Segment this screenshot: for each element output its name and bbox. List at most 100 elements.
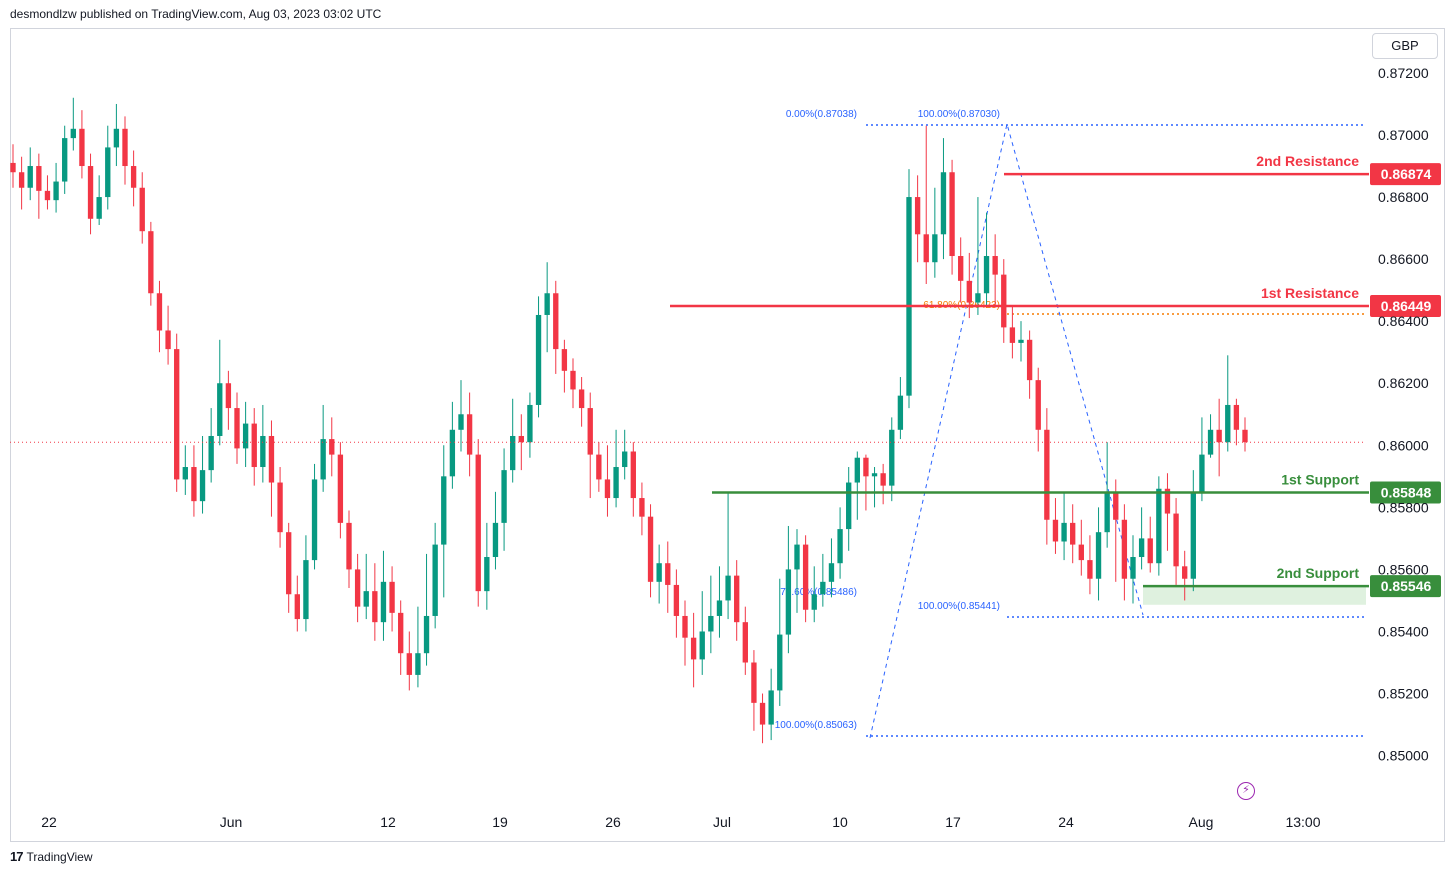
candle — [36, 153, 42, 219]
candle — [208, 408, 214, 483]
support-zone — [1143, 586, 1366, 605]
candle — [113, 103, 120, 167]
candle — [837, 507, 843, 579]
candle-body — [337, 454, 344, 523]
candle — [1113, 479, 1119, 582]
candle-body — [277, 482, 283, 533]
candle-body — [1070, 522, 1076, 545]
candle — [622, 429, 628, 480]
candle — [346, 510, 352, 589]
candle-body — [587, 408, 593, 455]
level-support: 2nd Support 0.85546 — [1143, 565, 1441, 598]
candle — [79, 110, 85, 179]
level-name: 2nd Resistance — [1256, 153, 1359, 169]
candle — [527, 392, 533, 458]
candle — [398, 600, 404, 675]
candle-body — [1164, 488, 1171, 514]
candle-body — [932, 234, 938, 263]
candle-body — [1061, 522, 1067, 542]
candle — [1001, 259, 1007, 343]
price-tick-label: 0.85600 — [1378, 561, 1429, 577]
support-resistance-levels: 2nd Resistance 0.86874 1st Resistance 0.864… — [670, 153, 1441, 598]
time-tick-label: Jul — [713, 814, 731, 830]
lightning-icon[interactable]: ⚡ — [1237, 782, 1255, 800]
candle-body — [759, 702, 766, 725]
fib-trend-line — [869, 123, 1144, 739]
candle-body — [10, 162, 16, 173]
candle — [1061, 491, 1067, 561]
support-zone-fill — [1143, 586, 1366, 605]
candle-body — [217, 383, 223, 436]
candle-body — [191, 467, 197, 502]
candle-body — [62, 138, 68, 182]
candle — [596, 442, 602, 492]
candle — [1164, 473, 1171, 551]
candle — [518, 414, 524, 471]
candle-body — [966, 280, 972, 303]
candle — [1130, 535, 1136, 604]
candle-body — [1216, 429, 1222, 443]
candle — [1147, 516, 1153, 573]
candle-body — [501, 470, 507, 523]
candle — [647, 504, 654, 598]
candle — [53, 162, 59, 213]
candle — [639, 482, 645, 536]
candle — [983, 212, 990, 306]
chart-frame — [10, 28, 1445, 842]
level-name: 1st Support — [1281, 471, 1359, 487]
candle-body — [1233, 404, 1240, 430]
candle — [811, 566, 817, 623]
candle-body — [889, 429, 895, 486]
candle-body — [613, 467, 619, 499]
candle-body — [682, 615, 688, 638]
candle-body — [906, 197, 912, 396]
candle-body — [53, 181, 59, 201]
candle-body — [725, 575, 731, 601]
candle — [294, 575, 300, 632]
candle — [466, 392, 473, 477]
candle-body — [182, 467, 188, 480]
candle-body — [113, 128, 120, 148]
candle — [914, 175, 921, 263]
candle — [1182, 550, 1188, 601]
candle — [1225, 355, 1231, 452]
currency-selector[interactable]: GBP — [1372, 33, 1438, 59]
price-tick-label: 0.87000 — [1378, 127, 1429, 143]
candle-body — [880, 473, 886, 486]
level-resistance: 2nd Resistance 0.86874 — [1004, 153, 1441, 186]
candle-body — [518, 435, 524, 443]
candle — [553, 280, 559, 374]
price-tick-label: 0.85000 — [1378, 748, 1429, 764]
time-tick-label: 19 — [492, 814, 508, 830]
candle — [768, 668, 774, 741]
candle-body — [656, 563, 662, 582]
candle-body — [544, 293, 550, 315]
candle — [1095, 507, 1102, 601]
candle-body — [596, 454, 602, 480]
candle — [44, 175, 51, 210]
candle-body — [871, 473, 878, 477]
fibonacci-retracement: 0.00%(0.87038)100.00%(0.87030)61.80%(0.8… — [775, 109, 1366, 739]
candle-body — [1018, 339, 1024, 343]
candle — [286, 522, 292, 613]
candle-body — [27, 166, 33, 188]
candle — [871, 467, 878, 508]
candle — [846, 467, 852, 551]
candle-body — [475, 454, 481, 592]
candle-body — [1052, 519, 1059, 542]
candle — [337, 442, 344, 539]
candle — [1242, 417, 1248, 452]
candle — [501, 448, 507, 551]
candle — [1052, 498, 1059, 554]
candle — [389, 566, 395, 632]
candle-body — [44, 190, 51, 201]
candle — [475, 439, 481, 607]
candle-body — [742, 622, 748, 663]
candle — [191, 445, 197, 517]
candle-body — [441, 476, 447, 545]
candle-body — [466, 414, 473, 455]
candle — [484, 522, 490, 610]
candle-body — [561, 349, 568, 371]
candle-body — [389, 581, 395, 613]
